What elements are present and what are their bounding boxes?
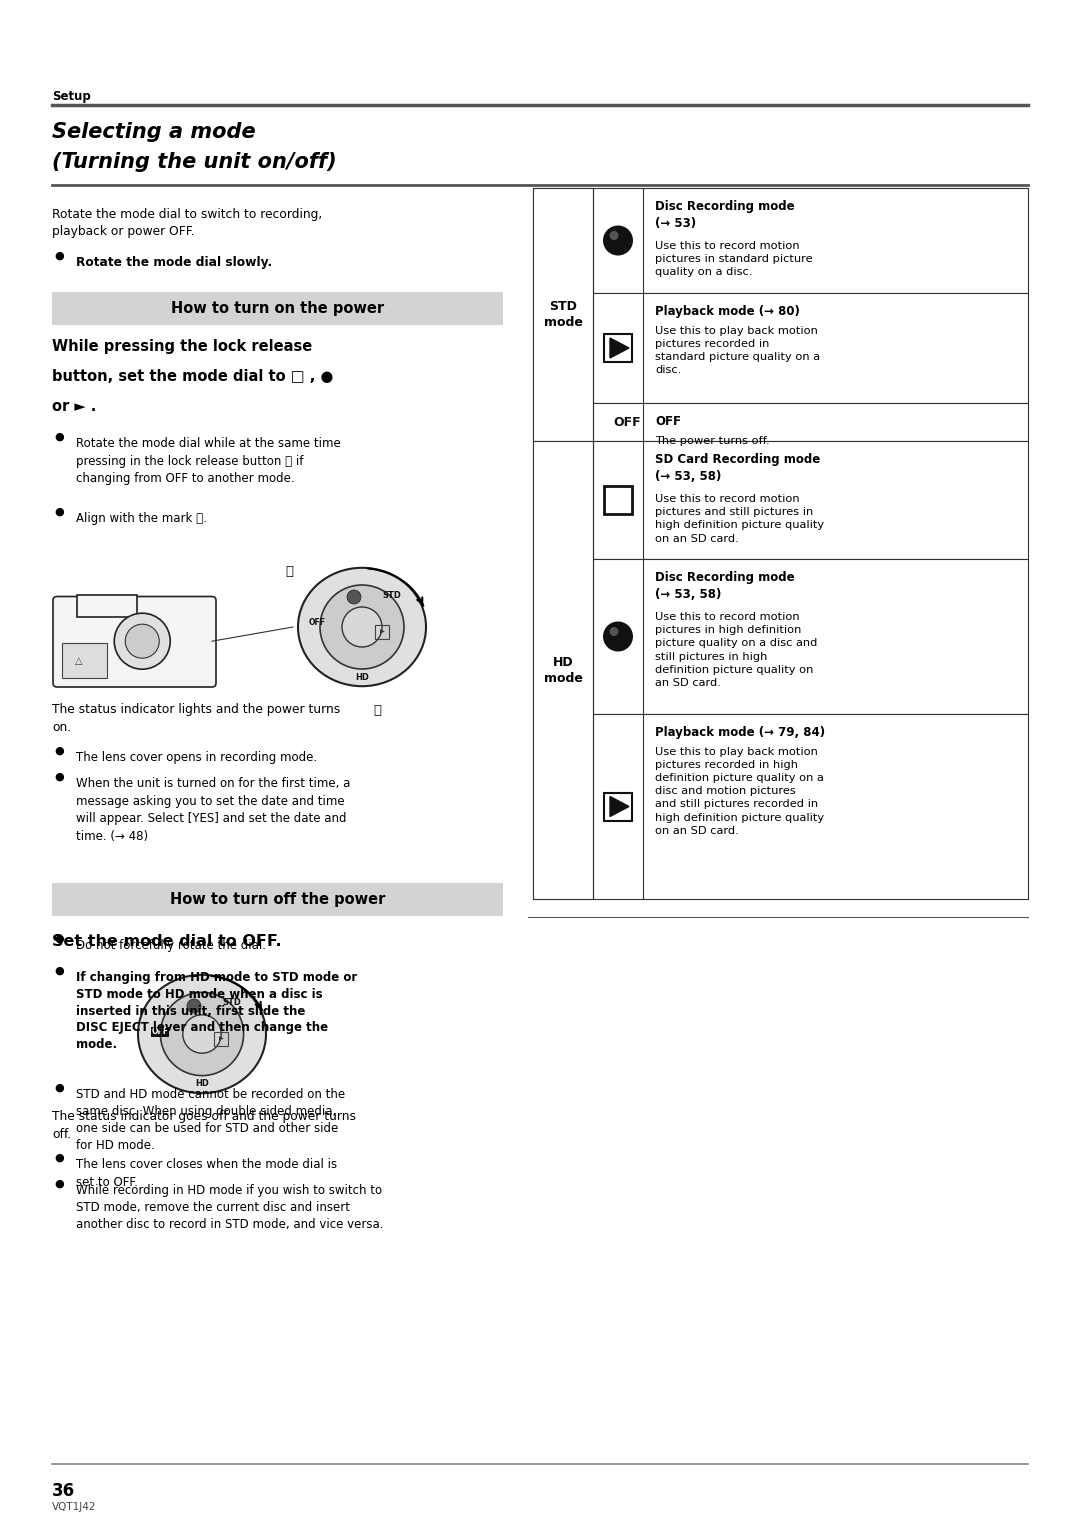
Text: Use this to play back motion
pictures recorded in high
definition picture qualit: Use this to play back motion pictures re… — [654, 746, 824, 836]
Bar — [534, 403, 1028, 441]
Text: Rotate the mode dial slowly.: Rotate the mode dial slowly. — [76, 256, 272, 269]
Circle shape — [320, 584, 404, 668]
Text: Set the mode dial to OFF.: Set the mode dial to OFF. — [52, 934, 282, 949]
Circle shape — [603, 621, 633, 652]
Text: OFF: OFF — [613, 415, 640, 429]
Text: OFF: OFF — [309, 618, 325, 627]
Polygon shape — [610, 337, 629, 359]
Text: Disc Recording mode
(→ 53): Disc Recording mode (→ 53) — [654, 200, 795, 229]
Text: HD
mode: HD mode — [543, 656, 582, 685]
Text: The lens cover opens in recording mode.: The lens cover opens in recording mode. — [76, 751, 318, 765]
Text: Use this to record motion
pictures and still pictures in
high definition picture: Use this to record motion pictures and s… — [654, 494, 824, 543]
Text: Disc Recording mode
(→ 53, 58): Disc Recording mode (→ 53, 58) — [654, 571, 795, 601]
Text: HD: HD — [355, 673, 369, 682]
Text: Selecting a mode: Selecting a mode — [52, 122, 256, 142]
Circle shape — [125, 624, 159, 658]
Bar — [534, 441, 593, 899]
Text: Playback mode (→ 79, 84): Playback mode (→ 79, 84) — [654, 726, 825, 739]
Text: ●: ● — [54, 934, 64, 945]
Text: ●: ● — [54, 772, 64, 781]
Ellipse shape — [298, 568, 426, 687]
Circle shape — [603, 226, 633, 255]
Text: ▶: ▶ — [218, 1036, 224, 1042]
Text: VQT1J42: VQT1J42 — [52, 1502, 96, 1512]
Circle shape — [114, 613, 171, 670]
Circle shape — [609, 230, 619, 240]
Text: ▶: ▶ — [380, 630, 384, 635]
Bar — [77, 595, 137, 617]
Text: HD: HD — [195, 1079, 208, 1088]
Bar — [604, 485, 632, 514]
Text: If changing from HD mode to STD mode or
STD mode to HD mode when a disc is
inser: If changing from HD mode to STD mode or … — [76, 971, 357, 1051]
Bar — [534, 293, 1028, 403]
Circle shape — [183, 1015, 221, 1053]
Text: The status indicator goes off and the power turns
off.: The status indicator goes off and the po… — [52, 1109, 356, 1140]
Text: When the unit is turned on for the first time, a
message asking you to set the d: When the unit is turned on for the first… — [76, 777, 350, 842]
Text: 36: 36 — [52, 1482, 76, 1500]
Text: The status indicator lights and the power turns
on.: The status indicator lights and the powe… — [52, 703, 340, 734]
Text: or ► .: or ► . — [52, 398, 96, 414]
Text: ●: ● — [54, 1180, 64, 1189]
Text: While recording in HD mode if you wish to switch to
STD mode, remove the current: While recording in HD mode if you wish t… — [76, 1184, 383, 1231]
Text: Setup: Setup — [52, 90, 91, 102]
Text: OFF: OFF — [654, 415, 681, 427]
Text: Playback mode (→ 80): Playback mode (→ 80) — [654, 305, 800, 317]
Polygon shape — [610, 797, 629, 816]
Text: The power turns off.: The power turns off. — [654, 435, 770, 446]
Bar — [214, 1032, 228, 1045]
Text: Rotate the mode dial to switch to recording,
playback or power OFF.: Rotate the mode dial to switch to record… — [52, 208, 322, 238]
Bar — [534, 559, 1028, 714]
FancyBboxPatch shape — [53, 597, 216, 687]
Bar — [62, 642, 107, 678]
Bar — [534, 441, 1028, 559]
Text: ●: ● — [54, 432, 64, 443]
Bar — [534, 188, 593, 441]
Text: button, set the mode dial to □ , ●: button, set the mode dial to □ , ● — [52, 369, 334, 385]
Text: OFF: OFF — [151, 1027, 168, 1036]
Circle shape — [342, 607, 382, 647]
Circle shape — [161, 992, 244, 1076]
Bar — [52, 291, 503, 325]
Text: Do not forcefully rotate the dial.: Do not forcefully rotate the dial. — [76, 938, 266, 952]
Ellipse shape — [138, 975, 266, 1093]
Text: STD: STD — [222, 998, 242, 1007]
Bar — [375, 626, 389, 639]
Text: ●: ● — [54, 250, 64, 261]
Text: STD
mode: STD mode — [543, 301, 582, 330]
Text: ●: ● — [54, 507, 64, 516]
Text: Rotate the mode dial while at the same time
pressing in the lock release button : Rotate the mode dial while at the same t… — [76, 436, 341, 485]
Text: (Turning the unit on/off): (Turning the unit on/off) — [52, 153, 337, 172]
Text: ●: ● — [54, 966, 64, 975]
Bar — [604, 334, 632, 362]
Text: SD Card Recording mode
(→ 53, 58): SD Card Recording mode (→ 53, 58) — [654, 453, 820, 482]
Circle shape — [347, 591, 361, 604]
Text: Align with the mark Ⓑ.: Align with the mark Ⓑ. — [76, 511, 207, 525]
Text: STD and HD mode cannot be recorded on the
same disc. When using double sided med: STD and HD mode cannot be recorded on th… — [76, 1088, 346, 1152]
Bar — [52, 884, 503, 916]
Text: How to turn off the power: How to turn off the power — [170, 893, 386, 906]
Text: Use this to play back motion
pictures recorded in
standard picture quality on a
: Use this to play back motion pictures re… — [654, 325, 820, 375]
Text: Use this to record motion
pictures in high definition
picture quality on a disc : Use this to record motion pictures in hi… — [654, 612, 818, 688]
Text: STD: STD — [382, 591, 402, 600]
Bar — [534, 188, 1028, 293]
Text: ●: ● — [54, 746, 64, 755]
Text: ●: ● — [54, 1083, 64, 1093]
Text: How to turn on the power: How to turn on the power — [171, 301, 384, 316]
Text: ●: ● — [54, 1154, 64, 1163]
Circle shape — [609, 627, 619, 636]
Bar — [534, 714, 1028, 899]
Bar — [604, 792, 632, 821]
Text: While pressing the lock release: While pressing the lock release — [52, 339, 312, 354]
Text: Use this to record motion
pictures in standard picture
quality on a disc.: Use this to record motion pictures in st… — [654, 241, 812, 278]
Text: Ⓑ: Ⓑ — [285, 565, 293, 577]
Text: Ⓐ: Ⓐ — [373, 703, 381, 717]
Text: The lens cover closes when the mode dial is
set to OFF.: The lens cover closes when the mode dial… — [76, 1158, 337, 1189]
Text: △: △ — [76, 656, 83, 665]
Circle shape — [187, 1000, 201, 1013]
